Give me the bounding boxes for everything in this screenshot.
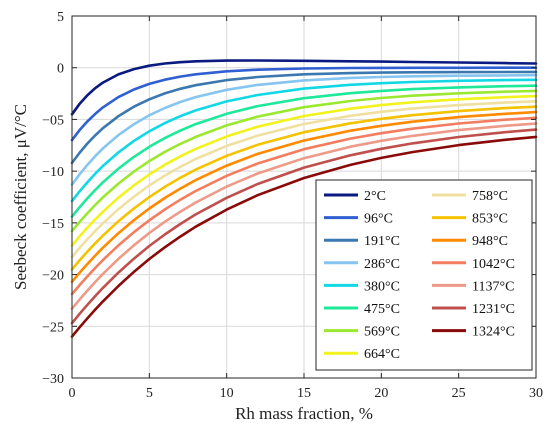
- legend-label: 1137°C: [472, 279, 514, 294]
- series-line: [70, 84, 538, 218]
- series-lines: [70, 59, 538, 338]
- series-line: [70, 110, 538, 284]
- x-tick-label: 0: [69, 386, 76, 401]
- x-axis-title: Rh mass fraction, %: [235, 404, 373, 423]
- legend-label: 1042°C: [472, 257, 515, 272]
- legend-label: 1324°C: [472, 325, 515, 340]
- legend-label: 853°C: [472, 212, 508, 227]
- legend-label: 758°C: [472, 189, 508, 204]
- y-axis-title: Seebeck coefficient, μV/°C: [11, 104, 30, 290]
- x-tick-label: 25: [452, 386, 466, 401]
- axis-ticks: 0 5 10 15 20 25 30 5 0 −05 −10 −15 −20 −25 −30: [42, 10, 543, 401]
- legend-label: 569°C: [364, 325, 400, 340]
- series-line: [70, 94, 538, 247]
- x-tick-label: 15: [297, 386, 311, 401]
- legend-label: 2°C: [364, 189, 386, 204]
- legend-label: 191°C: [364, 234, 400, 249]
- x-tick-label: 5: [146, 386, 153, 401]
- y-tick-label: −10: [42, 165, 64, 180]
- series-line: [70, 122, 538, 311]
- series-line: [70, 78, 538, 203]
- series-line: [70, 59, 538, 116]
- y-tick-label: −20: [42, 269, 64, 284]
- series-line: [70, 89, 538, 233]
- y-tick-label: −25: [42, 320, 64, 335]
- legend-label: 475°C: [364, 302, 400, 317]
- y-tick-label: −30: [42, 372, 64, 387]
- series-line: [70, 73, 538, 186]
- legend-box: [315, 179, 533, 371]
- x-tick-label: 10: [220, 386, 234, 401]
- x-tick-label: 20: [374, 386, 388, 401]
- series-line: [70, 66, 538, 142]
- legend-label: 286°C: [364, 257, 400, 272]
- legend: 2°C 96°C 191°C 286°C 380°C 475°C 569°C 664°C 758…: [315, 179, 533, 371]
- legend-label: 380°C: [364, 279, 400, 294]
- x-tick-label: 30: [529, 386, 543, 401]
- legend-label: 96°C: [364, 212, 393, 227]
- y-tick-label: 5: [57, 10, 64, 25]
- y-tick-label: 0: [57, 62, 64, 77]
- series-line: [70, 128, 538, 325]
- series-line: [70, 135, 538, 338]
- y-tick-label: −05: [42, 113, 64, 128]
- y-tick-label: −15: [42, 217, 64, 232]
- series-line: [70, 70, 538, 165]
- legend-label: 948°C: [472, 234, 508, 249]
- series-line: [70, 116, 538, 296]
- series-line: [70, 105, 538, 271]
- legend-label: 1231°C: [472, 302, 515, 317]
- legend-label: 664°C: [364, 347, 400, 362]
- series-line: [70, 100, 538, 259]
